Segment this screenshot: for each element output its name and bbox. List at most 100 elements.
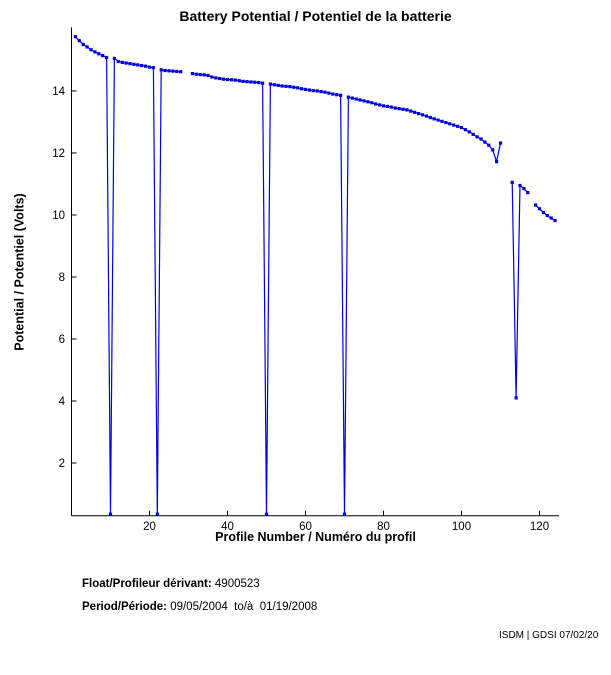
data-point — [105, 55, 109, 60]
data-point — [370, 101, 374, 105]
data-point — [81, 42, 85, 47]
y-tick-label: 6 — [59, 334, 65, 346]
data-point — [526, 191, 530, 195]
data-point — [214, 76, 218, 80]
data-point — [440, 119, 444, 123]
y-tick-label: 8 — [59, 272, 65, 284]
data-point — [498, 141, 503, 145]
data-point — [300, 87, 304, 91]
data-point — [144, 64, 148, 68]
data-point — [151, 66, 155, 70]
data-point — [261, 81, 265, 85]
data-point — [237, 79, 241, 83]
data-point — [202, 73, 206, 77]
data-point — [534, 203, 538, 207]
data-point — [206, 73, 210, 78]
data-point — [545, 213, 549, 218]
data-point — [89, 48, 93, 52]
data-point — [222, 77, 226, 81]
float-id-label: Float/Profileur dérivant: — [82, 578, 212, 590]
data-point — [358, 98, 362, 102]
data-point — [167, 69, 171, 73]
data-point — [514, 396, 518, 400]
period-line: Period/Période: 09/05/2004 to/à 01/19/20… — [82, 601, 317, 613]
data-point — [436, 118, 440, 122]
data-point — [280, 84, 284, 88]
data-point — [268, 82, 272, 86]
data-point — [124, 61, 128, 65]
data-point — [381, 104, 386, 108]
data-point — [339, 93, 343, 97]
data-point — [171, 69, 175, 73]
data-point — [108, 512, 113, 516]
x-tick-label: 80 — [377, 521, 390, 533]
data-point — [155, 512, 159, 516]
data-point — [225, 77, 230, 82]
data-point — [510, 180, 514, 185]
data-point — [218, 76, 222, 81]
data-point — [136, 63, 140, 67]
data-point — [389, 105, 393, 109]
data-point — [479, 137, 483, 141]
data-point — [253, 80, 257, 84]
data-point — [175, 69, 179, 74]
float-id-line: Float/Profileur dérivant: 4900523 — [82, 578, 260, 590]
data-point — [522, 187, 526, 191]
data-point — [475, 135, 479, 139]
data-point — [272, 83, 276, 87]
data-point — [467, 130, 471, 134]
data-point — [77, 39, 81, 43]
y-tick-label: 4 — [59, 396, 66, 408]
data-point — [424, 114, 428, 118]
data-point — [374, 102, 378, 106]
axes — [71, 27, 559, 517]
data-point — [417, 111, 421, 116]
data-point — [288, 85, 292, 89]
data-point — [553, 218, 557, 223]
data-point — [541, 210, 545, 215]
x-tick-label: 40 — [221, 521, 234, 533]
data-point — [487, 143, 491, 147]
data-point — [315, 89, 319, 93]
data-point — [444, 120, 448, 125]
data-point — [292, 85, 296, 89]
data-point — [198, 72, 202, 77]
data-point — [483, 140, 487, 144]
data-point — [448, 122, 452, 126]
data-point — [159, 68, 163, 72]
data-point — [116, 59, 120, 64]
y-tick-label: 2 — [59, 458, 65, 470]
data-point — [354, 97, 358, 101]
plot-line-battery-potential-volts — [74, 36, 556, 515]
battery-potential-chart: 20 40 60 80 100 120 2 4 6 8 10 12 14 — [52, 27, 559, 533]
data-point — [397, 107, 401, 111]
data-point — [128, 62, 132, 66]
data-point — [331, 92, 335, 96]
data-point — [378, 103, 382, 107]
data-point — [393, 106, 397, 110]
data-point — [385, 104, 389, 109]
data-point — [491, 148, 495, 152]
data-point — [249, 80, 253, 84]
data-point — [163, 68, 167, 73]
data-point — [366, 100, 370, 104]
float-id-value: 4900523 — [211, 578, 260, 590]
data-point — [97, 52, 101, 56]
data-point — [413, 110, 417, 114]
data-point — [420, 113, 425, 117]
period-label: Period/Période: — [82, 601, 167, 613]
data-point — [194, 72, 198, 76]
chart-title: Battery Potential / Potentiel de la batt… — [179, 8, 452, 24]
data-point — [518, 183, 522, 188]
data-point — [311, 89, 315, 93]
data-point — [319, 89, 323, 94]
data-point — [93, 50, 97, 54]
data-point — [147, 65, 152, 69]
data-point — [456, 124, 460, 128]
y-axis-label: Potential / Potentiel (Volts) — [12, 193, 27, 351]
data-point — [350, 96, 354, 100]
data-point — [284, 84, 288, 88]
data-point — [452, 123, 456, 127]
x-tick-label: 20 — [143, 521, 156, 533]
data-point — [241, 79, 245, 83]
